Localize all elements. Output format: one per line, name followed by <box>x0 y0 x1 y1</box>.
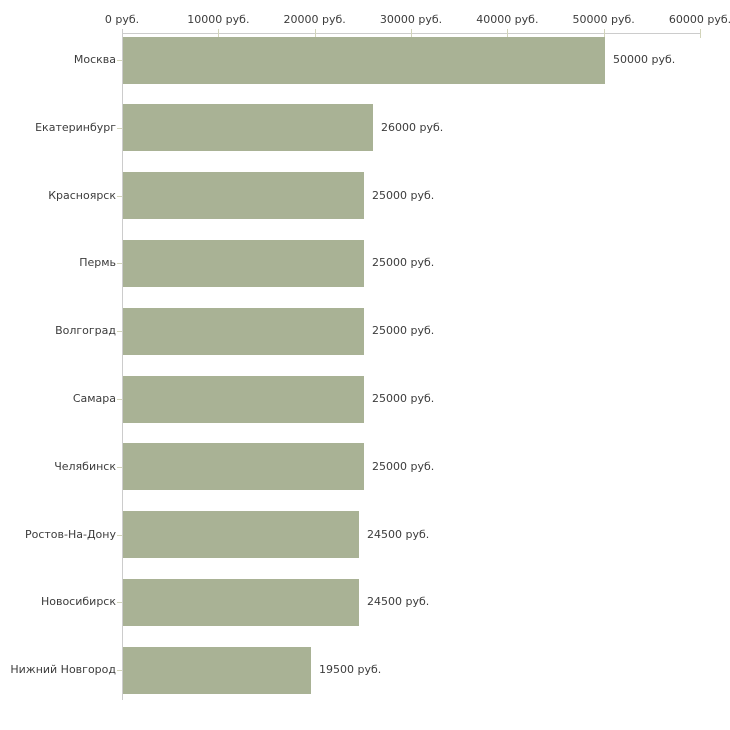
value-label: 25000 руб. <box>372 189 435 202</box>
x-axis-tick-label: 20000 руб. <box>283 13 346 26</box>
y-axis-line <box>122 33 123 700</box>
category-label: Москва <box>73 53 116 66</box>
x-axis-tick-mark <box>507 29 508 38</box>
category-tick-mark <box>117 535 122 536</box>
value-label: 26000 руб. <box>381 121 444 134</box>
value-label: 24500 руб. <box>367 595 430 608</box>
x-axis-tick-mark <box>122 29 123 38</box>
bar <box>123 240 364 287</box>
category-tick-mark <box>117 128 122 129</box>
category-tick-mark <box>117 331 122 332</box>
value-label: 25000 руб. <box>372 392 435 405</box>
bar <box>123 37 605 84</box>
category-label: Ростов-На-Дону <box>24 528 116 541</box>
bar <box>123 172 364 219</box>
category-tick-mark <box>117 602 122 603</box>
category-label: Волгоград <box>55 324 116 337</box>
x-axis-tick-label: 40000 руб. <box>476 13 539 26</box>
x-axis-tick-mark <box>604 29 605 38</box>
category-label: Красноярск <box>48 189 116 202</box>
x-axis-tick-label: 50000 руб. <box>572 13 635 26</box>
category-tick-mark <box>117 670 122 671</box>
category-label: Пермь <box>79 256 116 269</box>
value-label: 24500 руб. <box>367 528 430 541</box>
x-axis-tick-mark <box>411 29 412 38</box>
value-label: 19500 руб. <box>319 663 382 676</box>
category-label: Екатеринбург <box>35 121 116 134</box>
category-tick-mark <box>117 60 122 61</box>
bar <box>123 104 373 151</box>
x-axis-tick-mark <box>218 29 219 38</box>
bar <box>123 647 311 694</box>
x-axis-tick-mark <box>315 29 316 38</box>
bar <box>123 511 359 558</box>
x-axis-tick-label: 0 руб. <box>104 13 140 26</box>
value-label: 25000 руб. <box>372 460 435 473</box>
category-label: Новосибирск <box>40 595 116 608</box>
x-axis-tick-label: 10000 руб. <box>187 13 250 26</box>
bar <box>123 443 364 490</box>
category-tick-mark <box>117 467 122 468</box>
value-label: 25000 руб. <box>372 256 435 269</box>
value-label: 25000 руб. <box>372 324 435 337</box>
category-label: Самара <box>72 392 116 405</box>
category-tick-mark <box>117 263 122 264</box>
category-tick-mark <box>117 196 122 197</box>
bar <box>123 308 364 355</box>
bar <box>123 376 364 423</box>
x-axis-tick-label: 30000 руб. <box>379 13 443 26</box>
value-label: 50000 руб. <box>613 53 676 66</box>
x-axis-tick-mark <box>700 29 701 38</box>
x-axis-tick-label: 60000 руб. <box>668 13 730 26</box>
category-tick-mark <box>117 399 122 400</box>
category-label: Нижний Новгород <box>10 663 116 676</box>
category-label: Челябинск <box>54 460 116 473</box>
bar <box>123 579 359 626</box>
